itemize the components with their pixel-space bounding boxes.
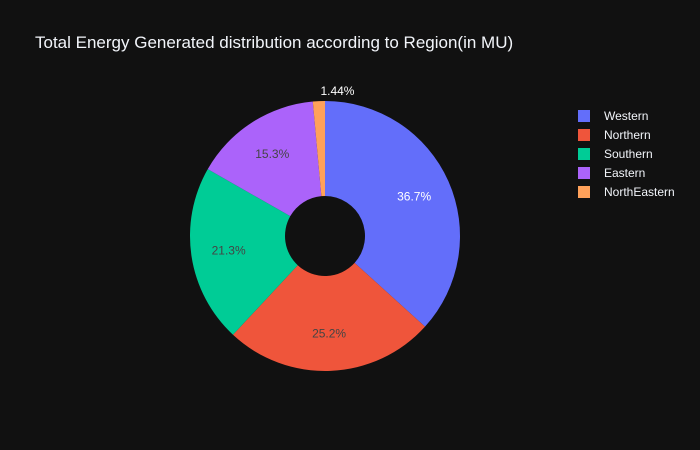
slice-label-western: 36.7% [397, 189, 431, 203]
slice-southern[interactable] [189, 169, 298, 335]
legend-item-western[interactable]: Western [578, 106, 675, 125]
legend: Western Northern Southern Eastern NorthEaste… [578, 106, 675, 201]
legend-label: NorthEastern [604, 184, 675, 199]
legend-swatch [578, 185, 590, 198]
legend-swatch [578, 109, 590, 122]
legend-label: Southern [604, 146, 653, 161]
slice-label-northern: 25.2% [312, 326, 346, 340]
slice-western[interactable] [325, 101, 460, 327]
donut-slices [189, 101, 460, 371]
legend-item-northern[interactable]: Northern [578, 125, 675, 144]
slice-labels: 36.7% 25.2% 21.3% 15.3% 1.44% [212, 84, 432, 340]
legend-swatch [578, 166, 590, 179]
slice-northern[interactable] [232, 262, 426, 371]
slice-label-southern: 21.3% [212, 244, 246, 258]
slice-label-northeastern: 1.44% [320, 84, 354, 98]
slice-northeastern[interactable] [312, 101, 325, 197]
legend-label: Eastern [604, 165, 646, 180]
legend-item-eastern[interactable]: Eastern [578, 163, 675, 182]
legend-item-southern[interactable]: Southern [578, 144, 675, 163]
legend-label: Western [604, 108, 649, 123]
legend-item-northeastern[interactable]: NorthEastern [578, 182, 675, 201]
slice-label-eastern: 15.3% [255, 147, 289, 161]
slice-eastern[interactable] [207, 101, 322, 217]
legend-label: Northern [604, 127, 651, 142]
chart-title: Total Energy Generated distribution acco… [35, 33, 514, 52]
legend-swatch [578, 147, 590, 160]
legend-swatch [578, 128, 590, 141]
